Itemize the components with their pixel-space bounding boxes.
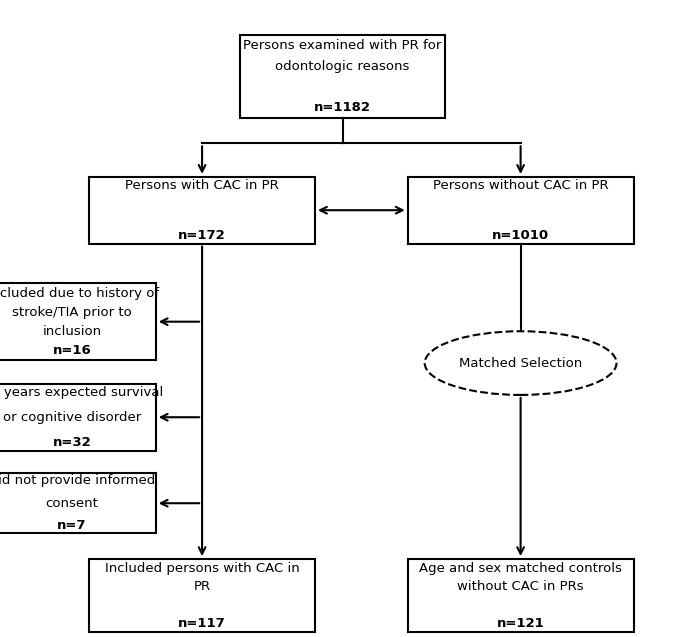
Text: consent: consent: [45, 497, 99, 510]
Text: Persons with CAC in PR: Persons with CAC in PR: [125, 178, 279, 192]
Text: odontologic reasons: odontologic reasons: [275, 60, 410, 73]
Text: Matched Selection: Matched Selection: [459, 357, 582, 369]
Text: without CAC in PRs: without CAC in PRs: [458, 580, 584, 593]
Text: n=1182: n=1182: [314, 101, 371, 114]
Text: n=172: n=172: [178, 229, 226, 242]
Text: <5 years expected survival: <5 years expected survival: [0, 385, 164, 399]
Text: Persons without CAC in PR: Persons without CAC in PR: [433, 178, 608, 192]
Text: n=117: n=117: [178, 617, 226, 629]
Text: Age and sex matched controls: Age and sex matched controls: [419, 562, 622, 575]
FancyBboxPatch shape: [0, 383, 155, 451]
FancyBboxPatch shape: [0, 473, 155, 534]
Text: Included persons with CAC in: Included persons with CAC in: [105, 562, 299, 575]
FancyBboxPatch shape: [240, 35, 445, 118]
Text: n=7: n=7: [57, 519, 87, 533]
FancyBboxPatch shape: [0, 283, 155, 360]
Text: inclusion: inclusion: [42, 325, 101, 338]
Text: n=32: n=32: [53, 436, 91, 449]
FancyBboxPatch shape: [408, 176, 634, 243]
FancyBboxPatch shape: [89, 176, 315, 243]
Text: Persons examined with PR for: Persons examined with PR for: [243, 39, 442, 52]
Text: n=1010: n=1010: [492, 229, 549, 242]
FancyBboxPatch shape: [89, 559, 315, 632]
Text: n=121: n=121: [497, 617, 545, 629]
Text: stroke/TIA prior to: stroke/TIA prior to: [12, 306, 132, 318]
Text: or cognitive disorder: or cognitive disorder: [3, 411, 141, 424]
Text: Excluded due to history of: Excluded due to history of: [0, 287, 160, 299]
Text: PR: PR: [193, 580, 210, 593]
FancyBboxPatch shape: [408, 559, 634, 632]
Text: n=16: n=16: [53, 344, 91, 357]
Text: Did not provide informed: Did not provide informed: [0, 474, 155, 487]
